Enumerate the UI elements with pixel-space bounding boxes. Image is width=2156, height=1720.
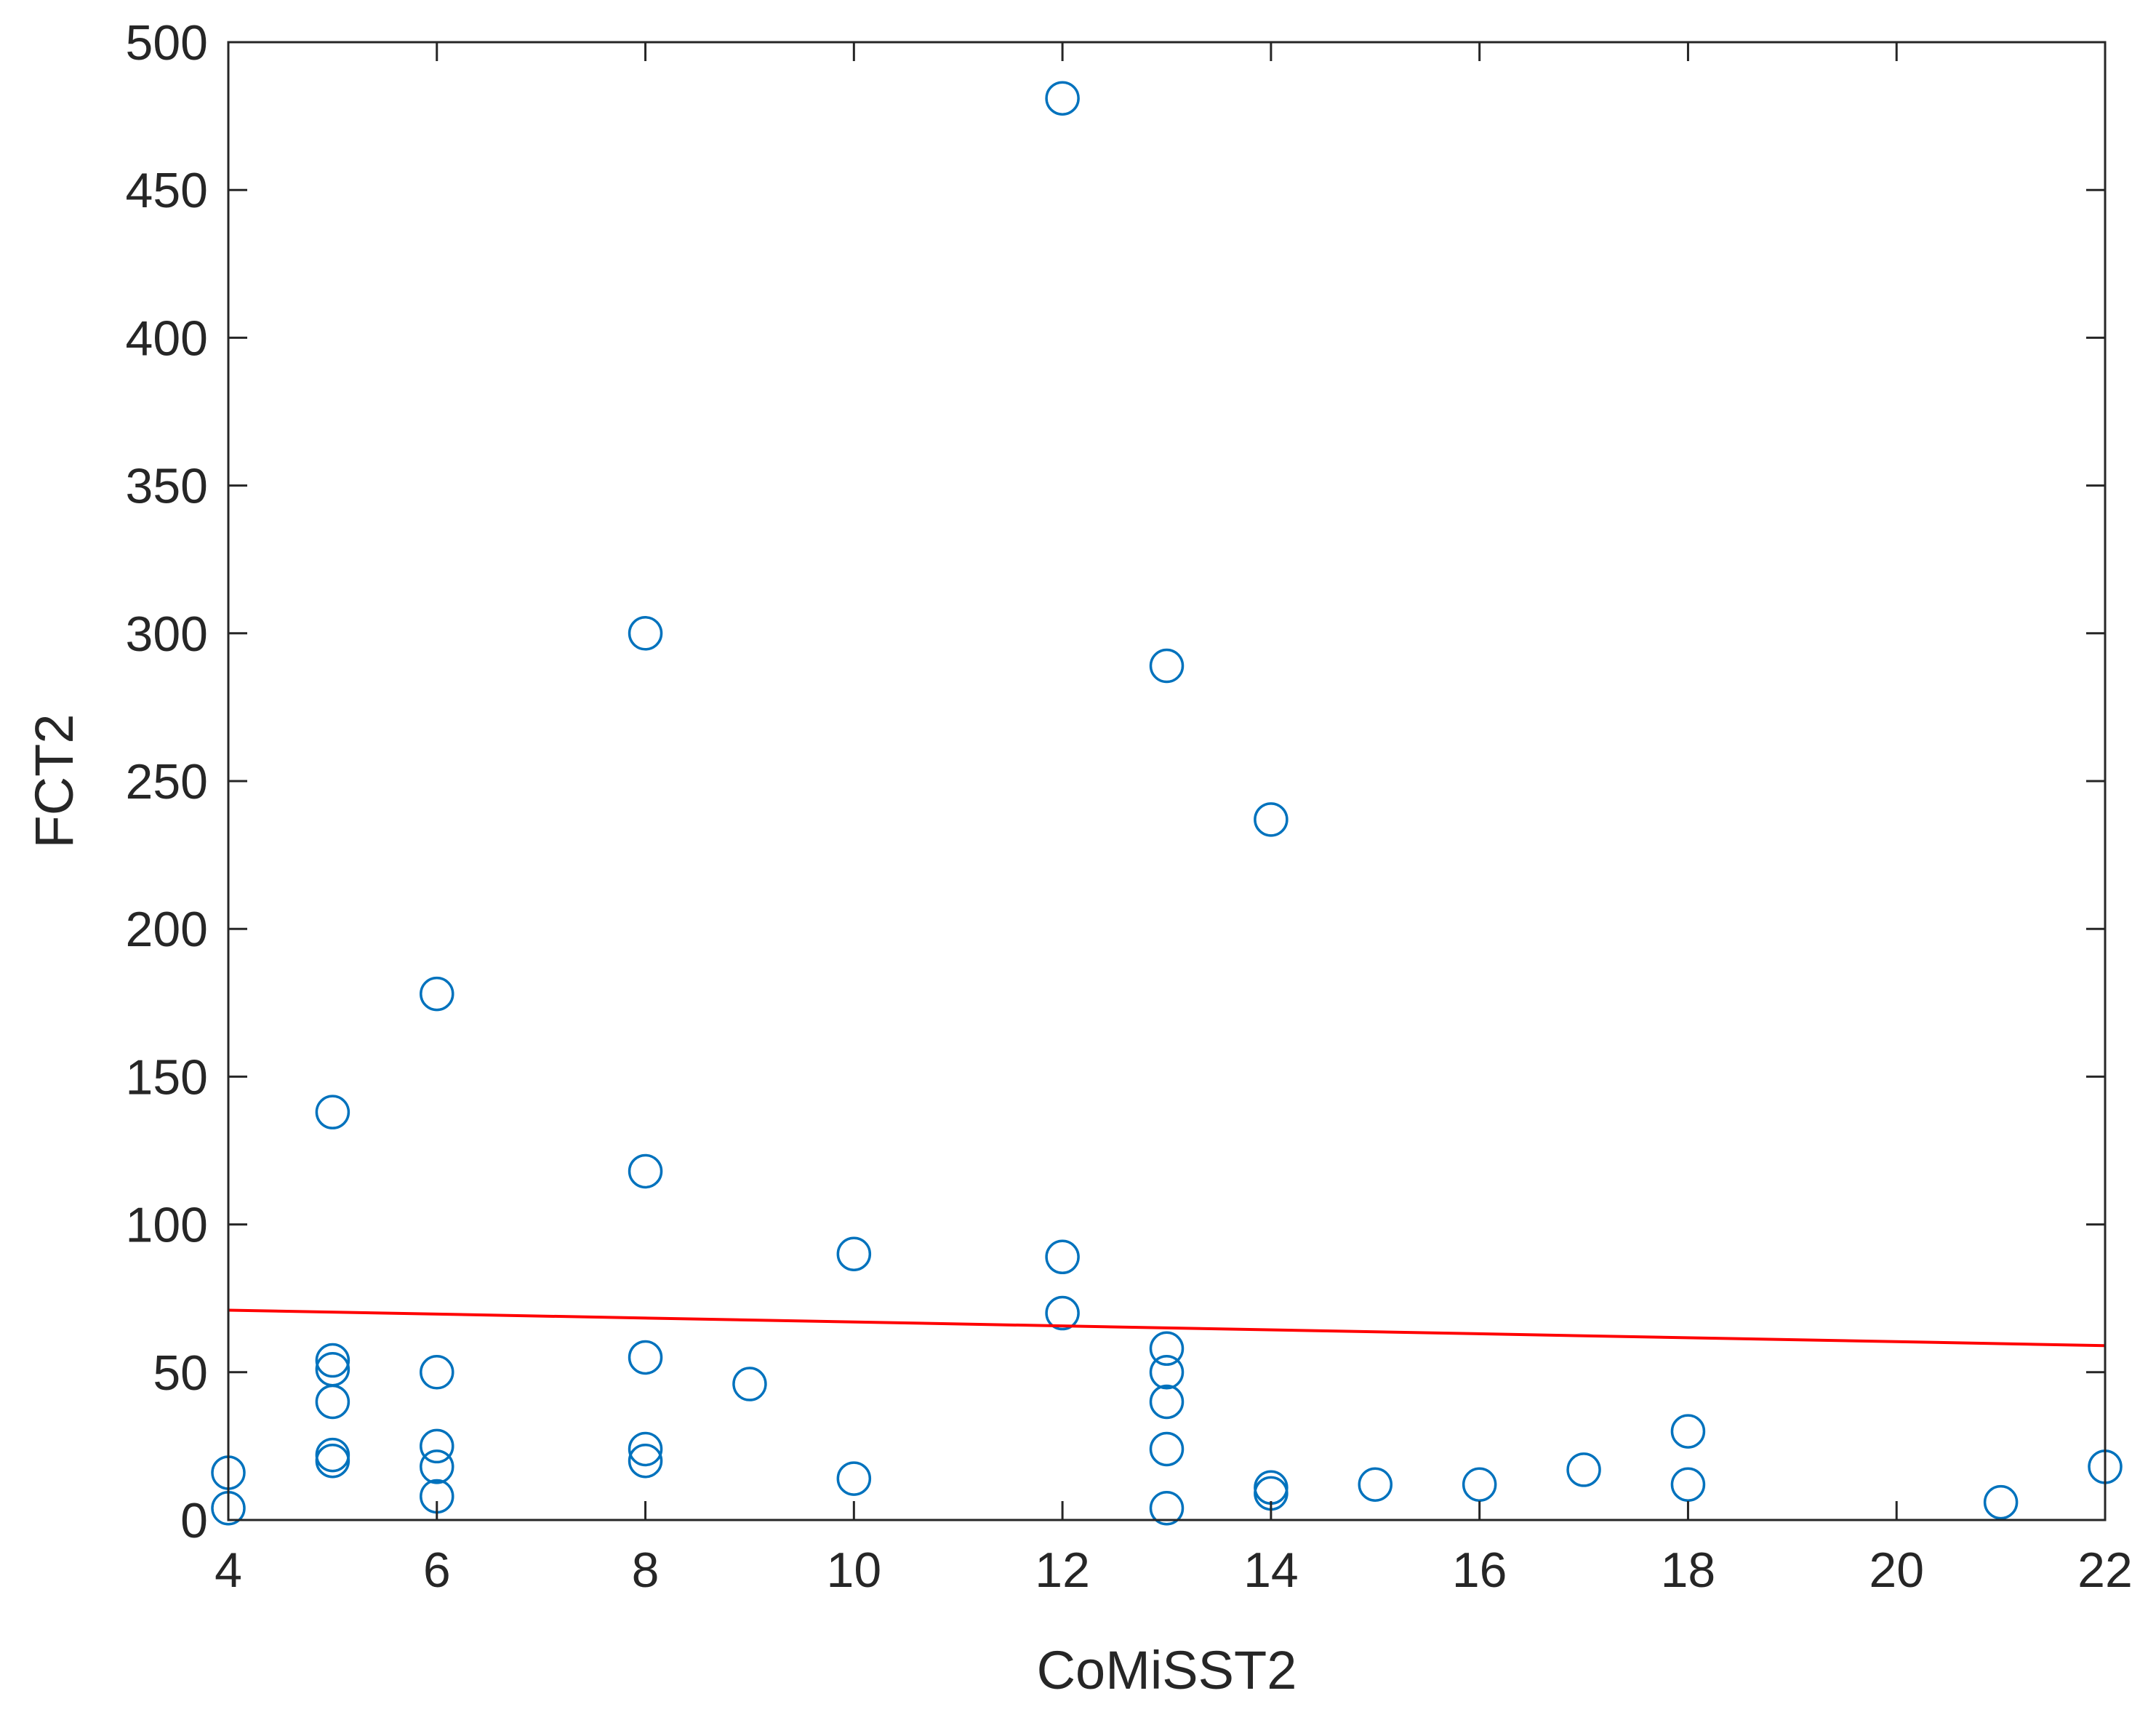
y-tick-label: 400: [126, 311, 208, 366]
x-tick-label: 4: [215, 1543, 242, 1598]
data-point: [628, 1443, 663, 1479]
data-point: [420, 976, 454, 1012]
data-point: [1670, 1467, 1706, 1502]
y-tick-label: 0: [180, 1493, 208, 1548]
data-point: [628, 1340, 663, 1375]
data-point: [628, 1431, 663, 1467]
data-point: [1045, 1295, 1080, 1331]
y-tick-label: 450: [126, 163, 208, 218]
data-point: [628, 1153, 663, 1189]
data-point: [1149, 1384, 1185, 1420]
data-point: [1670, 1414, 1706, 1449]
x-tick-label: 22: [2077, 1543, 2133, 1598]
y-axis-title: FCT2: [24, 714, 84, 849]
y-tick-label: 50: [153, 1345, 208, 1401]
x-tick-label: 12: [1035, 1543, 1090, 1598]
data-point: [315, 1095, 350, 1129]
data-point: [1254, 802, 1289, 837]
data-point: [315, 1343, 350, 1378]
x-tick-label: 16: [1452, 1543, 1507, 1598]
y-tick-label: 300: [126, 607, 208, 662]
data-point: [836, 1236, 872, 1271]
trend-line: [228, 1308, 2106, 1348]
data-point: [420, 1449, 454, 1484]
data-point: [1149, 1490, 1185, 1526]
data-point: [1149, 1431, 1185, 1467]
x-tick-label: 18: [1661, 1543, 1716, 1598]
data-point: [732, 1367, 767, 1401]
data-point: [1462, 1467, 1497, 1502]
y-tick-label: 100: [126, 1198, 208, 1253]
plot-area: [228, 42, 2105, 1520]
data-point: [1149, 648, 1185, 684]
y-tick-label: 350: [126, 459, 208, 514]
y-tick-label: 200: [126, 902, 208, 957]
x-tick-label: 6: [423, 1543, 451, 1598]
x-tick-label: 8: [632, 1543, 660, 1598]
data-point: [1983, 1484, 2019, 1520]
data-point: [315, 1384, 350, 1420]
x-tick-label: 20: [1869, 1543, 1924, 1598]
x-tick-label: 14: [1243, 1543, 1299, 1598]
data-point: [1358, 1467, 1393, 1502]
x-axis-title: CoMiSST2: [1037, 1640, 1297, 1700]
y-tick-label: 250: [126, 754, 208, 809]
data-point: [628, 616, 663, 651]
data-point: [1045, 1239, 1080, 1275]
data-point: [420, 1355, 454, 1390]
data-point: [1566, 1452, 1601, 1487]
data-point: [315, 1443, 350, 1479]
data-point: [1045, 81, 1080, 116]
data-point: [1149, 1331, 1185, 1367]
data-marks: [211, 81, 2123, 1526]
axes: 4 6 8 10 12 14 16 18 20 22 0 50 100 150 200 250 300 350 40…: [126, 15, 2133, 1598]
data-point: [1149, 1355, 1185, 1390]
x-tick-label: 10: [827, 1543, 882, 1598]
y-tick-label: 500: [126, 15, 208, 71]
data-point: [836, 1461, 872, 1496]
data-point: [420, 1428, 454, 1464]
y-tick-label: 150: [126, 1049, 208, 1105]
